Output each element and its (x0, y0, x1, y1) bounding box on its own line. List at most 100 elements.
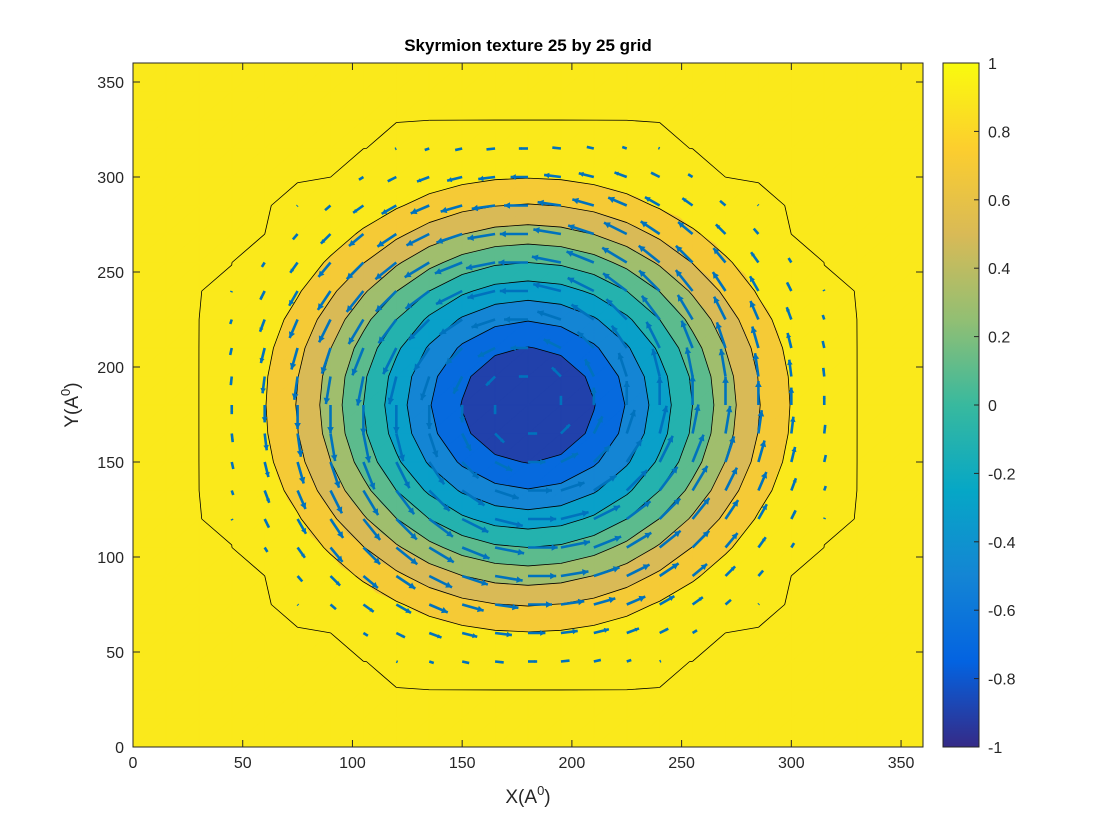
quiver-arrow (345, 261, 365, 281)
quiver-arrow (790, 509, 797, 520)
quiver-arrow (230, 518, 234, 521)
quiver-arrow (822, 395, 826, 405)
quiver-arrow (787, 257, 793, 264)
quiver-arrow (360, 405, 367, 435)
quiver-arrow (395, 489, 416, 515)
quiver-arrow (382, 347, 398, 375)
quiver-arrow (586, 145, 595, 150)
quiver-arrow (387, 175, 397, 183)
quiver-arrow (617, 352, 628, 377)
colorbar-gradient (942, 62, 980, 748)
quiver-arrow (790, 477, 798, 491)
quiver-arrow (757, 503, 768, 520)
quiver-arrow (689, 375, 696, 405)
quiver-arrow (259, 347, 266, 364)
quiver-arrow (724, 405, 733, 434)
quiver-arrow (638, 269, 661, 292)
quiver-arrow (593, 535, 622, 549)
quiver-arrow (626, 531, 652, 549)
quiver-arrow (576, 330, 595, 349)
quiver-arrow (467, 289, 496, 300)
quiver-arrow (691, 529, 711, 549)
quiver-arrow (691, 404, 701, 434)
y-tick-label: 200 (97, 360, 124, 377)
quiver-arrow (263, 518, 271, 529)
quiver-arrow (528, 601, 552, 608)
quiver-arrow (362, 518, 382, 541)
quiver-arrow (289, 261, 299, 274)
quiver-arrow (625, 469, 649, 492)
quiver-arrow (658, 497, 682, 520)
colorbar-tick-label: 0.2 (988, 330, 1010, 347)
quiver-arrow (296, 518, 308, 535)
quiver-arrow (626, 563, 651, 578)
quiver-arrow (478, 175, 496, 182)
quiver-arrow (691, 497, 711, 520)
quiver-arrow (327, 405, 334, 434)
quiver-arrow (362, 603, 375, 613)
quiver-arrow (658, 562, 680, 578)
quiver-arrow (559, 395, 563, 405)
quiver-arrow (626, 658, 632, 663)
quiver-arrow (550, 366, 562, 378)
y-axis-ticks: 0 50 100 150 200 250 300 350 (97, 75, 923, 757)
quiver-arrow (757, 536, 767, 549)
quiver-arrow (657, 146, 661, 150)
y-tick-label: 150 (97, 455, 124, 472)
quiver-arrow (428, 546, 455, 564)
quiver-arrow (404, 261, 430, 279)
quiver-arrow (785, 281, 793, 292)
quiver-arrow (755, 381, 762, 405)
quiver-arrow (362, 433, 372, 463)
quiver-arrow (316, 290, 332, 311)
quiver-arrow (750, 251, 760, 264)
quiver-arrow (362, 575, 379, 590)
quiver-arrow (578, 171, 595, 179)
quiver-arrow (329, 461, 341, 489)
quiver-arrow (543, 338, 562, 350)
quiver-arrow (691, 596, 704, 606)
quiver-arrow (756, 203, 760, 207)
quiver-arrow (358, 175, 365, 181)
contour-fills (133, 63, 923, 747)
quiver-arrow (645, 321, 661, 349)
quiver-arrow (593, 627, 610, 635)
quiver-arrow (757, 440, 767, 463)
quiver-arrow (362, 489, 380, 516)
quiver-arrow (465, 261, 496, 271)
quiver-arrow (395, 518, 418, 541)
quiver-arrow (567, 276, 595, 293)
quiver-arrow (560, 539, 591, 549)
quiver-arrow (428, 660, 435, 665)
quiver-arrow (658, 435, 674, 463)
y-tick-label: 350 (97, 75, 124, 92)
quiver-arrow (362, 631, 369, 637)
colorbar-tick-label: -0.4 (988, 535, 1016, 552)
quiver-arrow (659, 659, 662, 663)
quiver-arrow (719, 199, 727, 207)
quiver-arrows (228, 145, 828, 665)
quiver-arrow (317, 318, 332, 343)
quiver-arrow (566, 250, 595, 264)
quiver-arrow (757, 569, 765, 577)
quiver-arrow (493, 405, 497, 415)
quiver-arrow (296, 461, 306, 484)
quiver-arrow (263, 461, 270, 478)
quiver-arrow (428, 433, 439, 458)
quiver-arrow (394, 147, 397, 151)
quiver-arrow (260, 376, 266, 394)
quiver-arrow (560, 628, 578, 635)
quiver-arrow (593, 658, 602, 663)
quiver-arrow (510, 345, 528, 351)
quiver-arrow (603, 221, 628, 236)
quiver-arrow (374, 261, 398, 281)
quiver-arrow (444, 347, 464, 366)
colorbar-tick-label: 0.4 (988, 261, 1010, 278)
plot-axes: 0 50 100 150 200 250 300 350 0 50 100 150 200 250 300… (97, 62, 924, 772)
quiver-arrow (752, 352, 760, 377)
quiver-arrow (461, 489, 486, 507)
quiver-arrow (230, 405, 234, 415)
quiver-arrow (494, 546, 525, 556)
contour-line (198, 119, 858, 691)
quiver-arrow (528, 515, 557, 523)
